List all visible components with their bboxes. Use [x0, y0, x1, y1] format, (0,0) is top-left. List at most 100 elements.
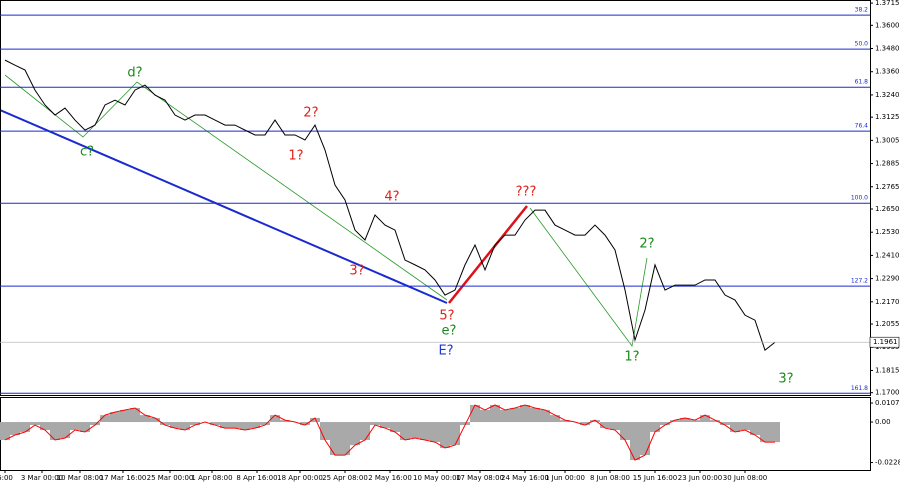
x-tick-label: 6:00 — [0, 474, 13, 482]
histogram-bar — [250, 422, 260, 429]
histogram-bar — [140, 415, 150, 423]
histogram-bar — [0, 422, 10, 440]
histogram-bar — [460, 422, 470, 426]
histogram-bar — [750, 422, 760, 436]
y-tick-label: 1.2765 — [875, 183, 900, 191]
histogram-bar — [600, 422, 610, 429]
histogram-bar — [650, 422, 660, 432]
histogram-bar — [700, 415, 710, 423]
histogram-bar — [490, 404, 500, 423]
x-tick-label: 2 May 16:00 — [368, 474, 412, 482]
y-tick-label: 0.0107 — [875, 399, 900, 407]
histogram-bar — [30, 422, 40, 426]
histogram-bar — [300, 422, 310, 426]
histogram-bar — [350, 422, 360, 446]
wave-label: 4? — [384, 190, 399, 205]
y-tick-label: 1.3360 — [875, 68, 900, 76]
y-tick-label: 1.2290 — [875, 275, 900, 283]
histogram-bar — [540, 409, 550, 423]
histogram-bar — [220, 422, 230, 429]
histogram-bar — [710, 420, 720, 423]
histogram-bar — [740, 422, 750, 431]
histogram-bar — [580, 422, 590, 426]
wave-label: d? — [127, 66, 142, 81]
histogram-bar — [90, 422, 100, 426]
histogram-bar — [620, 422, 630, 440]
histogram-bar — [260, 422, 270, 426]
histogram-bar — [320, 422, 330, 440]
y-tick-label: 1.2885 — [875, 160, 900, 168]
histogram-bar — [160, 422, 170, 426]
wave-label: e? — [442, 324, 457, 339]
wave-label: 3? — [349, 264, 364, 279]
y-tick-label: 1.3715 — [875, 0, 900, 7]
histogram-bar — [450, 422, 460, 446]
y-tick-label: 1.2530 — [875, 228, 900, 236]
histogram-bar — [240, 422, 250, 431]
histogram-bar — [400, 422, 410, 440]
histogram-bar — [110, 412, 120, 423]
y-tick-label: 1.3600 — [875, 21, 900, 29]
histogram-bar — [10, 422, 20, 436]
histogram-bar — [690, 420, 700, 423]
x-tick-label: 17 Mar 16:00 — [100, 474, 147, 482]
histogram-bar — [360, 422, 370, 440]
histogram-bar — [130, 408, 140, 423]
x-tick-label: 25 Mar 00:00 — [147, 474, 194, 482]
wave-label: 1? — [288, 149, 303, 164]
level-label: 50.0 — [855, 41, 869, 48]
histogram-bar — [390, 422, 400, 432]
histogram-bar — [120, 409, 130, 423]
histogram-bar — [370, 422, 380, 426]
histogram-bar — [60, 422, 70, 439]
y-tick-label: 1.1815 — [875, 366, 900, 374]
y-tick-label: 1.2055 — [875, 320, 900, 328]
histogram-bar — [150, 417, 160, 423]
x-tick-label: 24 May 16:00 — [501, 474, 549, 482]
y-tick-label: -0.0228 — [875, 459, 900, 467]
wave-label: 1? — [624, 349, 639, 364]
level-label: 76.4 — [855, 123, 869, 130]
wave-label: ??? — [516, 184, 537, 199]
histogram-bar — [70, 422, 80, 431]
histogram-bar — [560, 420, 570, 423]
histogram-bar — [670, 420, 680, 423]
wave-label: 3? — [778, 371, 793, 386]
x-tick-label: 10 May 00:00 — [413, 474, 461, 482]
y-tick-label: 1.3125 — [875, 113, 900, 121]
trend-line — [0, 109, 448, 304]
x-tick-label: 18 Apr 00:00 — [277, 474, 323, 482]
x-tick-label: 23 Jun 00:00 — [678, 474, 722, 482]
histogram-bar — [660, 422, 670, 426]
histogram-bar — [720, 422, 730, 426]
histogram-bar — [180, 422, 190, 431]
y-tick-label: 1.2410 — [875, 251, 900, 259]
histogram-bar — [770, 422, 780, 443]
y-tick-label: 1.3480 — [875, 45, 900, 53]
wave-lines — [0, 74, 648, 347]
histogram-bar — [610, 422, 620, 431]
histogram-bar — [40, 422, 50, 431]
histogram-bar — [430, 422, 440, 443]
histogram-bar — [280, 420, 290, 423]
histogram-bar — [730, 422, 740, 432]
histogram-bar — [420, 422, 430, 440]
x-tick-label: 8 Jun 08:00 — [590, 474, 630, 482]
level-label: 161.8 — [851, 385, 868, 392]
histogram-bar — [470, 404, 480, 423]
y-tick-label: 1.3240 — [875, 91, 900, 99]
histogram-bar — [530, 408, 540, 423]
histogram-bar — [270, 415, 280, 423]
trend-line — [448, 205, 528, 304]
last-price-box — [869, 336, 900, 348]
histogram-bar — [100, 415, 110, 423]
histogram-bar — [50, 422, 60, 440]
histogram-bar — [80, 422, 90, 432]
x-tick-label: 8 Apr 16:00 — [236, 474, 277, 482]
histogram-bar — [20, 422, 30, 432]
histogram-bar — [680, 417, 690, 423]
wave-label: 2? — [303, 106, 318, 121]
histogram-bar — [510, 408, 520, 423]
level-label: 100.0 — [851, 195, 868, 202]
